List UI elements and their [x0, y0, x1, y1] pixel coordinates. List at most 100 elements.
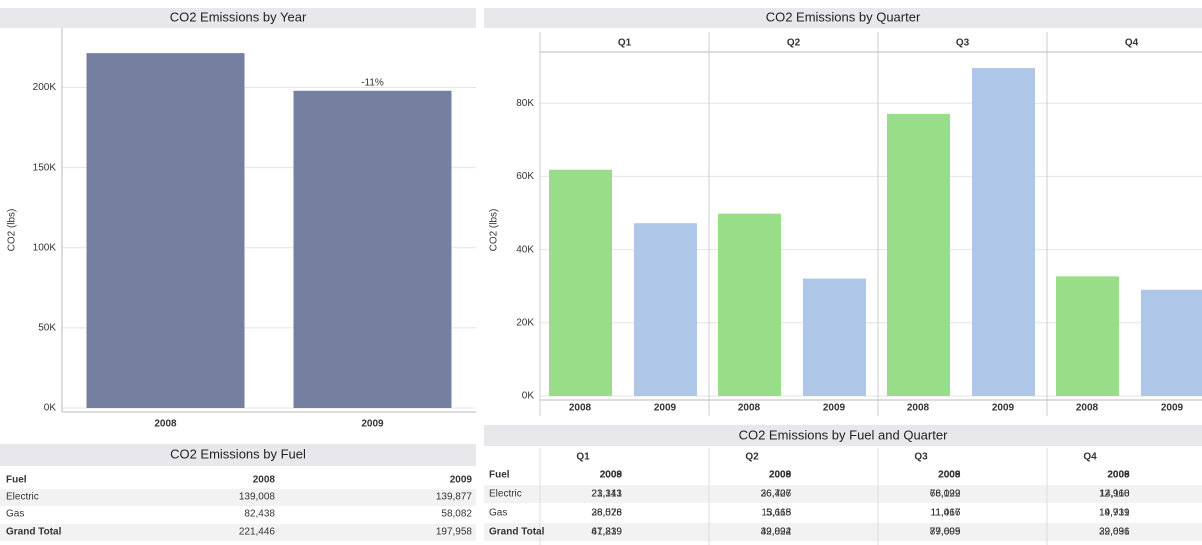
- title-bar: [484, 8, 1202, 28]
- column-header: 2008: [769, 470, 792, 481]
- table-cell: 11,417: [931, 508, 961, 519]
- bar: [803, 278, 866, 396]
- table-cell: 47,219: [591, 527, 622, 538]
- category-header: Q2: [787, 38, 801, 49]
- bar: [1056, 276, 1119, 396]
- y-tick-label: 200K: [33, 82, 57, 93]
- category-header: Q1: [618, 38, 632, 49]
- table-cell: Grand Total: [489, 527, 545, 538]
- column-header: 2009: [600, 470, 623, 481]
- table-cell: 221,446: [239, 527, 276, 538]
- bar: [972, 68, 1035, 397]
- y-tick-label: 100K: [33, 242, 57, 253]
- x-tick-label: 2009: [361, 419, 384, 430]
- column-header: 2009: [450, 475, 473, 486]
- x-tick-label: 2008: [738, 403, 761, 414]
- y-tick-label: 0K: [522, 391, 535, 402]
- chart-title: CO2 Emissions by Quarter: [766, 9, 921, 24]
- row-bg: [0, 524, 476, 541]
- y-tick-label: 80K: [516, 98, 534, 109]
- bar: [86, 53, 245, 408]
- row-bg: [0, 489, 476, 506]
- x-tick-label: 2009: [823, 403, 846, 414]
- y-axis-label: CO2 (lbs): [489, 209, 500, 252]
- bar: [718, 213, 781, 396]
- table-cell: 38,526: [591, 508, 622, 519]
- bar: [293, 90, 452, 408]
- column-header: 2009: [769, 470, 792, 481]
- table-cell: 82,438: [244, 509, 275, 520]
- x-tick-label: 2008: [154, 419, 177, 430]
- y-axis-label: CO2 (lbs): [7, 209, 18, 252]
- y-tick-label: 20K: [516, 317, 534, 328]
- title-bar: [0, 444, 476, 466]
- title-bar: [0, 8, 476, 28]
- column-header: 2008: [253, 475, 276, 486]
- table-cell: 89,609: [930, 527, 961, 538]
- table-cell: 5,668: [766, 508, 791, 519]
- y-tick-label: 60K: [516, 171, 534, 182]
- column-header: 2008: [1107, 470, 1130, 481]
- table-cell: Gas: [489, 508, 507, 519]
- column-header: Fuel: [6, 475, 27, 486]
- title-bar: [484, 425, 1202, 446]
- row-bg: [484, 523, 1202, 541]
- quarter-header: Q2: [745, 452, 759, 463]
- table-cell: 77,095: [930, 527, 961, 538]
- table-cell: 32,691: [1099, 527, 1130, 538]
- table-title: CO2 Emissions by Fuel: [170, 446, 306, 461]
- table-cell: 12,960: [1099, 489, 1130, 500]
- row-bg: [484, 485, 1202, 503]
- bar: [634, 223, 697, 396]
- quarter-header: Q4: [1083, 452, 1097, 463]
- annotation: -11%: [361, 77, 384, 88]
- y-tick-label: 0K: [44, 403, 57, 414]
- table-cell: 66,029: [930, 489, 961, 500]
- table-cell: 58,082: [441, 509, 472, 520]
- y-tick-label: 40K: [516, 244, 534, 255]
- table-cell: 139,877: [436, 492, 473, 503]
- column-header: 2008: [600, 470, 623, 481]
- table-cell: 32,094: [761, 527, 792, 538]
- table-cell: 36,707: [761, 489, 792, 500]
- table-cell: 14,118: [1100, 489, 1130, 500]
- table-cell: 26,426: [761, 489, 792, 500]
- table-cell: Gas: [6, 509, 24, 520]
- y-tick-label: 150K: [33, 162, 57, 173]
- column-header: 2008: [938, 470, 961, 481]
- table-cell: 21,141: [591, 489, 622, 500]
- table-title: CO2 Emissions by Fuel and Quarter: [739, 427, 948, 442]
- x-tick-label: 2009: [1161, 403, 1184, 414]
- table-cell: 197,958: [436, 527, 473, 538]
- x-tick-label: 2009: [992, 403, 1015, 414]
- category-header: Q4: [1125, 38, 1139, 49]
- table-cell: 29,036: [1099, 527, 1130, 538]
- table-cell: 11,066: [931, 508, 961, 519]
- table-cell: 13,115: [761, 508, 791, 519]
- table-cell: Electric: [489, 489, 522, 500]
- x-tick-label: 2008: [1076, 403, 1099, 414]
- chart-title: CO2 Emissions by Year: [170, 9, 307, 24]
- column-header: Fuel: [489, 470, 510, 481]
- bar: [887, 113, 950, 396]
- table-cell: Electric: [6, 492, 39, 503]
- x-tick-label: 2008: [569, 403, 592, 414]
- quarter-header: Q1: [576, 452, 590, 463]
- column-header: 2009: [938, 470, 961, 481]
- y-tick-label: 50K: [38, 323, 56, 334]
- table-cell: 139,008: [239, 492, 276, 503]
- table-cell: 61,839: [591, 527, 622, 538]
- table-cell: Grand Total: [6, 527, 62, 538]
- table-cell: 49,822: [761, 527, 792, 538]
- table-cell: 78,192: [930, 489, 961, 500]
- table-cell: 14,919: [1099, 508, 1130, 519]
- table-cell: 23,313: [591, 489, 622, 500]
- x-tick-label: 2008: [907, 403, 930, 414]
- x-tick-label: 2009: [654, 403, 677, 414]
- table-cell: 19,731: [1099, 508, 1130, 519]
- quarter-header: Q3: [914, 452, 928, 463]
- column-header: 2009: [1107, 470, 1130, 481]
- bar: [1141, 289, 1202, 396]
